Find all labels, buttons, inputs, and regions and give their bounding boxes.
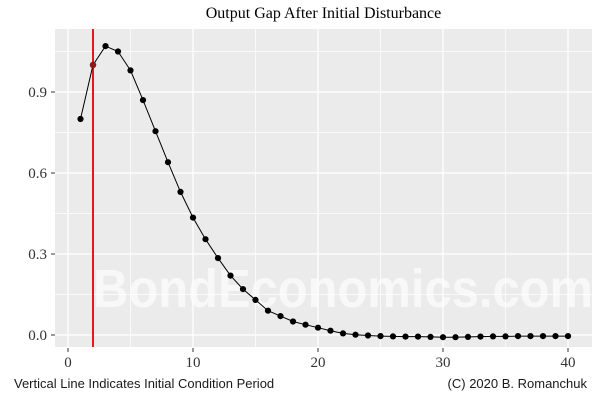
data-point	[264, 307, 272, 314]
watermark: BondEconomics.com	[93, 259, 593, 319]
panel-layer	[55, 29, 592, 347]
data-point	[239, 286, 247, 293]
data-point	[464, 333, 472, 340]
data-point	[552, 333, 559, 340]
x-tick-label: 20	[311, 355, 326, 371]
data-point	[377, 333, 384, 340]
data-point	[277, 313, 284, 320]
data-point	[314, 324, 322, 331]
plot-panel	[55, 29, 592, 347]
copyright-text: (C) 2020 B. Romanchuk	[447, 376, 587, 391]
x-tick-label: 30	[436, 355, 451, 371]
x-tick-label: 40	[561, 355, 576, 371]
data-point	[489, 333, 497, 340]
data-point	[414, 333, 422, 340]
data-point	[114, 48, 122, 55]
output-gap-line	[80, 45, 568, 338]
data-point	[189, 214, 197, 221]
footnote-vline-caption: Vertical Line Indicates Initial Conditio…	[14, 376, 275, 391]
data-point	[202, 236, 209, 243]
data-point	[177, 188, 184, 195]
chart-title: Output Gap After Initial Disturbance	[205, 5, 442, 22]
data-point	[302, 321, 309, 328]
y-tick-label: 0.6	[28, 166, 47, 182]
data-layer: 0 10 20 30 40 0.0 0.3 0.6 0.9	[28, 29, 576, 371]
data-point	[139, 97, 147, 104]
initial-condition-point	[89, 61, 97, 69]
data-point	[352, 331, 359, 338]
y-tick-label: 0.3	[28, 247, 47, 263]
data-point	[77, 115, 84, 123]
data-point	[452, 334, 459, 341]
data-point	[327, 327, 334, 334]
data-point	[152, 128, 159, 135]
x-tick-label: 0	[64, 355, 72, 371]
data-point	[252, 296, 259, 303]
y-tick-label: 0.0	[28, 328, 47, 344]
data-point	[477, 333, 484, 340]
data-point	[289, 318, 297, 325]
data-point	[502, 333, 509, 340]
data-point	[439, 334, 447, 341]
data-point	[227, 272, 234, 279]
data-point	[389, 333, 397, 340]
data-point	[339, 330, 347, 337]
data-point	[527, 333, 534, 340]
y-tick-label: 0.9	[28, 85, 47, 101]
data-point	[214, 255, 222, 262]
data-point	[164, 159, 172, 166]
data-point	[564, 333, 572, 340]
data-point	[427, 333, 434, 340]
data-point	[364, 332, 372, 339]
data-point	[402, 333, 409, 340]
data-point	[102, 43, 109, 50]
x-tick-label: 10	[186, 355, 201, 371]
data-point	[514, 333, 522, 340]
data-point	[539, 333, 547, 340]
data-point	[127, 67, 134, 74]
